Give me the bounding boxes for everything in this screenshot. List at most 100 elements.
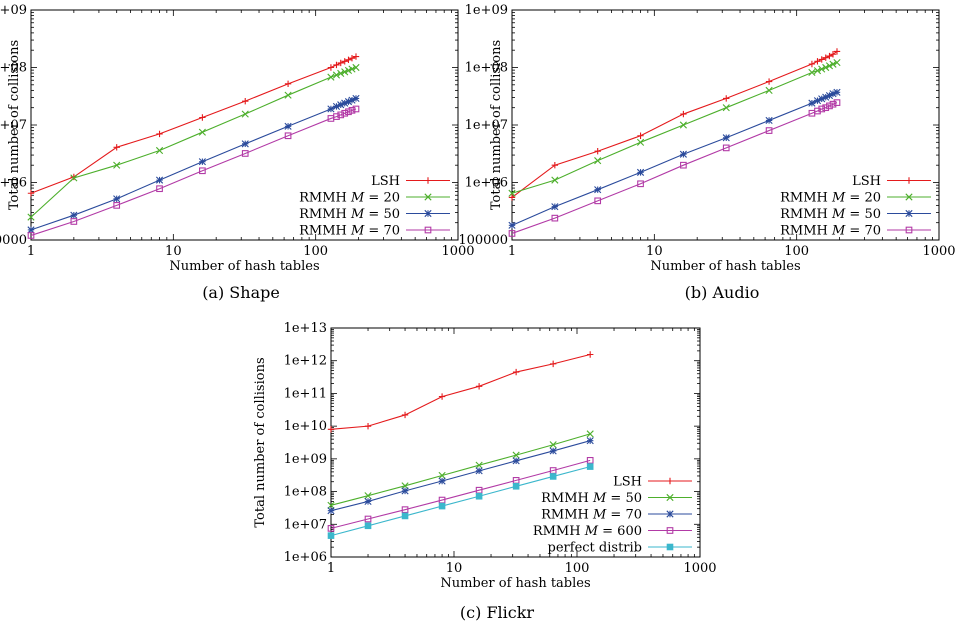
data-point <box>401 512 409 520</box>
x-tick-label: 100 <box>784 244 809 259</box>
data-point <box>242 97 249 105</box>
data-point <box>70 211 78 219</box>
data-point <box>156 130 163 138</box>
legend-label: LSH <box>371 174 400 189</box>
y-tick-label: 1e+08 <box>0 61 27 76</box>
data-point <box>637 180 644 188</box>
legend-swatch-marker <box>905 226 913 234</box>
series-rmmh-m-50 <box>327 430 594 509</box>
y-tick-label: 1e+06 <box>284 550 327 565</box>
plot-frame <box>30 9 459 241</box>
x-tick-label: 1 <box>327 561 335 576</box>
data-point <box>364 522 372 530</box>
data-point <box>818 56 825 63</box>
data-point <box>341 99 349 107</box>
plot-frame <box>330 327 701 558</box>
data-point <box>337 59 344 67</box>
legend-label: RMMH M = 70 <box>780 224 881 239</box>
data-point <box>722 134 730 142</box>
legend-swatch-marker <box>424 209 432 218</box>
data-point <box>70 218 78 225</box>
y-tick-label: 1e+08 <box>465 61 508 76</box>
data-point <box>241 110 249 118</box>
legend-swatch-marker <box>666 527 674 534</box>
data-point <box>327 64 335 71</box>
legend-label: RMMH M = 20 <box>780 191 881 206</box>
data-point <box>332 71 341 79</box>
data-point <box>765 116 773 125</box>
data-point <box>813 67 822 75</box>
data-point <box>156 185 163 193</box>
data-point <box>327 73 335 81</box>
data-point <box>348 106 356 114</box>
chart-panel-audio: 1 10 100 1000 100000 1e+06 1e+07 1e+08 1e+09 Numb… <box>458 3 955 302</box>
data-point <box>679 121 687 129</box>
plot-frame <box>511 9 940 241</box>
data-point <box>822 93 830 101</box>
data-point <box>284 80 292 88</box>
data-point <box>155 176 164 184</box>
data-point <box>594 157 602 165</box>
data-point <box>284 122 292 130</box>
data-point <box>113 202 121 209</box>
y-axis-label: Total number of collisions <box>7 40 22 210</box>
data-point <box>199 114 206 121</box>
data-point <box>829 90 837 98</box>
data-point <box>814 58 821 65</box>
data-point <box>327 507 335 515</box>
data-point <box>765 78 773 85</box>
data-point <box>284 132 292 140</box>
data-point <box>341 68 349 76</box>
data-point <box>636 138 645 146</box>
data-point <box>438 477 446 485</box>
legend-label: RMMH M = 50 <box>541 491 642 506</box>
data-point <box>333 113 340 120</box>
figure-caption: (a) Shape <box>202 283 280 302</box>
data-point <box>70 174 78 182</box>
data-point <box>327 525 335 532</box>
legend-swatch-marker <box>424 226 432 234</box>
data-point <box>829 60 837 68</box>
x-tick-label: 1000 <box>441 244 474 259</box>
series-lsh <box>327 351 594 433</box>
data-point <box>364 515 372 523</box>
data-point <box>364 492 372 500</box>
series-line <box>30 56 357 194</box>
y-tick-label: 1e+07 <box>465 118 508 133</box>
x-axis-label: Number of hash tables <box>169 259 319 274</box>
data-point <box>586 457 594 464</box>
data-point <box>833 99 841 106</box>
data-point <box>549 441 557 449</box>
data-point <box>818 65 826 73</box>
legend-swatch-marker <box>424 193 432 201</box>
legend-swatch-marker <box>424 177 432 184</box>
legend-label: RMMH M = 50 <box>780 207 881 222</box>
data-point <box>241 150 249 157</box>
series-perfect-distrib <box>327 463 594 539</box>
data-point <box>765 86 773 94</box>
data-point <box>241 140 249 148</box>
data-point <box>327 426 335 433</box>
series-rmmh-m-70 <box>327 437 594 515</box>
data-point <box>808 60 816 68</box>
data-point <box>27 226 35 234</box>
data-point <box>825 91 834 100</box>
y-tick-label: 1e+06 <box>0 176 27 191</box>
data-point <box>808 68 816 77</box>
series-rmmh-m-50 <box>508 88 841 229</box>
data-point <box>344 98 353 106</box>
data-point <box>586 463 594 470</box>
data-point <box>586 437 594 445</box>
data-point <box>401 482 409 490</box>
data-point <box>822 54 829 61</box>
data-point <box>586 351 594 358</box>
data-point <box>680 110 687 118</box>
data-point <box>327 501 335 509</box>
data-point <box>636 168 645 176</box>
data-point <box>438 471 446 480</box>
data-point <box>348 65 356 73</box>
data-point <box>475 467 483 475</box>
y-tick-label: 1e+13 <box>284 321 327 336</box>
x-tick-label: 1 <box>27 244 35 259</box>
